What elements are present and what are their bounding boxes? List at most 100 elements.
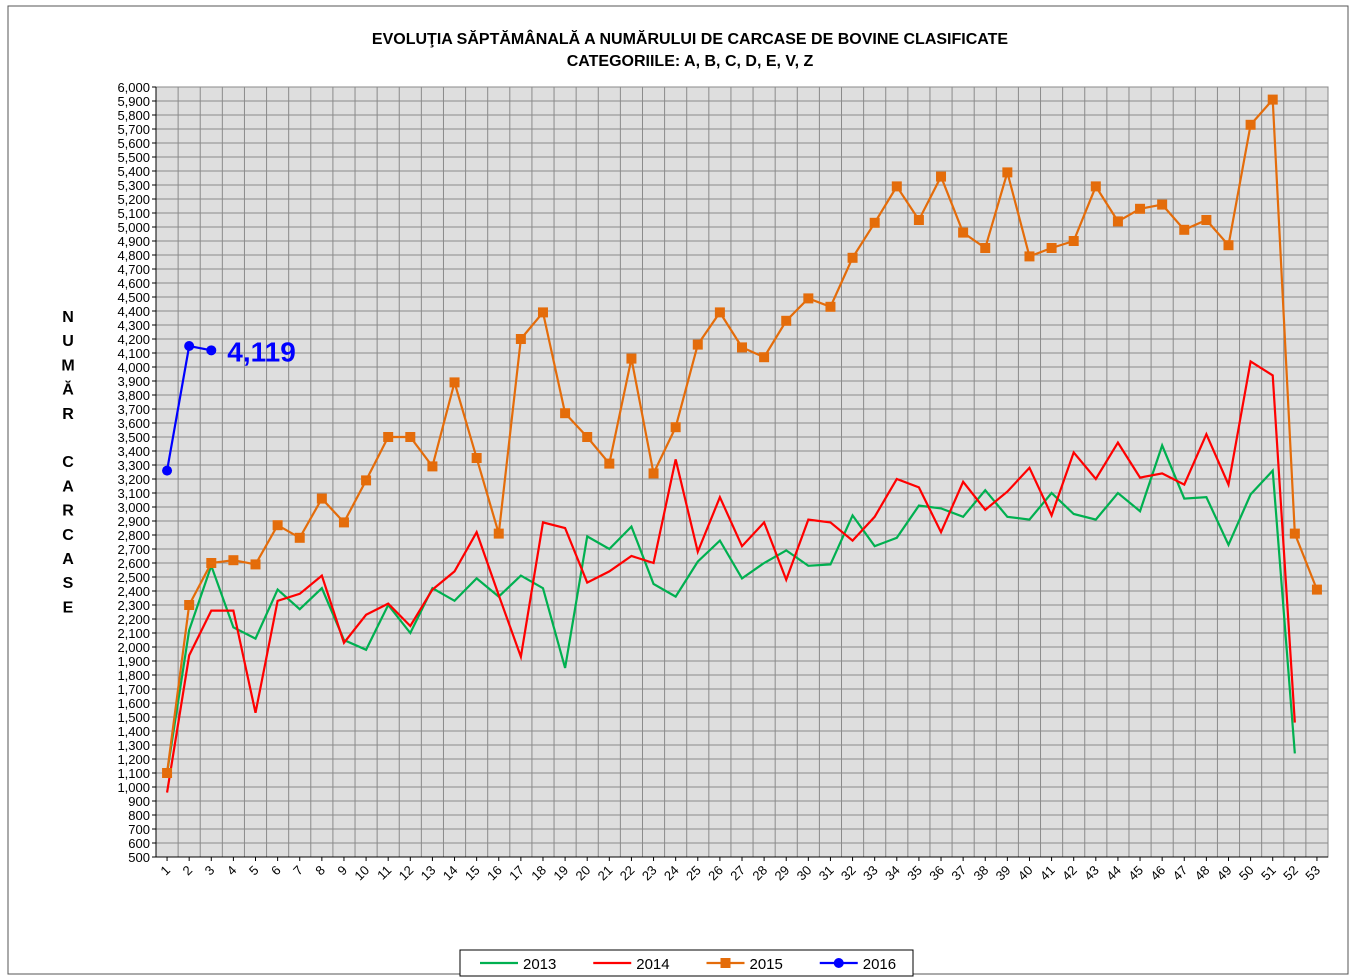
marker bbox=[692, 339, 703, 350]
marker bbox=[1024, 251, 1035, 262]
marker bbox=[626, 353, 637, 364]
marker bbox=[980, 243, 991, 253]
marker bbox=[338, 517, 349, 528]
marker bbox=[958, 227, 969, 238]
y-tick-label: 1,000 bbox=[117, 780, 150, 795]
marker bbox=[936, 171, 947, 182]
marker bbox=[1002, 167, 1013, 178]
y-tick-label: 5,200 bbox=[117, 192, 150, 207]
y-tick-label: 700 bbox=[128, 822, 150, 837]
y-tick-label: 5,300 bbox=[117, 178, 150, 193]
legend-label: 2014 bbox=[636, 956, 669, 973]
legend-label: 2015 bbox=[750, 956, 783, 973]
marker bbox=[272, 520, 283, 531]
y-tick-label: 4,300 bbox=[117, 318, 150, 333]
marker bbox=[184, 341, 195, 351]
y-tick-label: 3,100 bbox=[117, 486, 150, 501]
marker bbox=[1223, 240, 1234, 251]
y-tick-label: 2,200 bbox=[117, 612, 150, 627]
marker bbox=[781, 315, 792, 326]
y-tick-label: 2,900 bbox=[117, 514, 150, 529]
y-tick-label: 2,800 bbox=[117, 528, 150, 543]
marker bbox=[1267, 94, 1278, 105]
series-line bbox=[165, 442, 1296, 774]
y-tick-label: 5,800 bbox=[117, 108, 150, 123]
marker bbox=[206, 345, 217, 356]
y-tick-label: 1,600 bbox=[117, 696, 150, 711]
y-tick-label: 3,900 bbox=[117, 374, 150, 389]
y-tick-label: 3,800 bbox=[117, 388, 150, 403]
marker bbox=[537, 307, 548, 318]
marker bbox=[560, 408, 571, 419]
marker bbox=[913, 215, 924, 225]
y-tick-label: 5,400 bbox=[117, 164, 150, 179]
y-tick-label: 5,000 bbox=[117, 220, 150, 235]
y-tick-label: 2,700 bbox=[117, 542, 150, 557]
y-tick-label: 1,200 bbox=[117, 752, 150, 767]
y-tick-label: 1,700 bbox=[117, 682, 150, 697]
marker bbox=[847, 252, 858, 263]
y-tick-label: 3,600 bbox=[117, 416, 150, 431]
y-tick-label: 5,700 bbox=[117, 122, 150, 137]
annotation: 4,119 bbox=[227, 336, 296, 367]
y-tick-label: 1,100 bbox=[117, 766, 150, 781]
marker bbox=[316, 493, 327, 504]
marker bbox=[803, 293, 814, 304]
marker bbox=[1046, 243, 1057, 253]
y-tick-label: 900 bbox=[128, 794, 150, 809]
marker bbox=[449, 377, 460, 388]
marker bbox=[1157, 199, 1168, 210]
y-tick-label: 4,100 bbox=[117, 346, 150, 361]
chart-title: EVOLUŢIA SĂPTĂMÂNALĂ A NUMĂRULUI DE CARC… bbox=[372, 29, 1008, 48]
marker bbox=[1289, 528, 1300, 539]
y-tick-label: 3,000 bbox=[117, 500, 150, 515]
y-tick-label: 4,000 bbox=[117, 360, 150, 375]
y-tick-label: 500 bbox=[128, 850, 150, 865]
marker bbox=[670, 422, 681, 433]
y-tick-label: 5,900 bbox=[117, 94, 150, 109]
y-tick-label: 2,500 bbox=[117, 570, 150, 585]
marker bbox=[1201, 215, 1212, 225]
y-tick-label: 5,100 bbox=[117, 206, 150, 221]
y-tick-label: 1,900 bbox=[117, 654, 150, 669]
y-tick-label: 4,600 bbox=[117, 276, 150, 291]
legend-marker bbox=[720, 958, 731, 968]
series-line bbox=[165, 359, 1296, 793]
marker bbox=[891, 181, 902, 192]
y-tick-label: 4,800 bbox=[117, 248, 150, 263]
marker bbox=[294, 532, 305, 543]
y-tick-label: 6,000 bbox=[117, 80, 150, 95]
y-tick-label: 2,300 bbox=[117, 598, 150, 613]
y-tick-label: 3,300 bbox=[117, 458, 150, 473]
y-tick-label: 1,500 bbox=[117, 710, 150, 725]
y-tick-label: 2,400 bbox=[117, 584, 150, 599]
marker bbox=[604, 458, 615, 469]
y-tick-label: 3,700 bbox=[117, 402, 150, 417]
marker bbox=[1112, 216, 1123, 227]
marker bbox=[515, 334, 526, 344]
marker bbox=[184, 600, 195, 610]
marker bbox=[825, 301, 836, 312]
y-tick-label: 5,500 bbox=[117, 150, 150, 165]
marker bbox=[737, 342, 747, 353]
y-tick-label: 1,400 bbox=[117, 724, 150, 739]
legend-label: 2013 bbox=[523, 956, 556, 973]
y-tick-label: 3,500 bbox=[117, 430, 150, 445]
marker bbox=[405, 432, 416, 442]
y-tick-label: 4,900 bbox=[117, 234, 150, 249]
y-tick-label: 4,200 bbox=[117, 332, 150, 347]
marker bbox=[1068, 236, 1079, 246]
marker bbox=[582, 432, 593, 442]
y-tick-label: 4,400 bbox=[117, 304, 150, 319]
marker bbox=[1135, 203, 1146, 214]
y-tick-label: 800 bbox=[128, 808, 150, 823]
marker bbox=[714, 307, 725, 318]
y-tick-label: 5,600 bbox=[117, 136, 150, 151]
marker bbox=[250, 559, 261, 570]
y-tick-label: 2,000 bbox=[117, 640, 150, 655]
marker bbox=[869, 217, 880, 228]
marker bbox=[162, 768, 173, 778]
marker bbox=[162, 465, 173, 476]
